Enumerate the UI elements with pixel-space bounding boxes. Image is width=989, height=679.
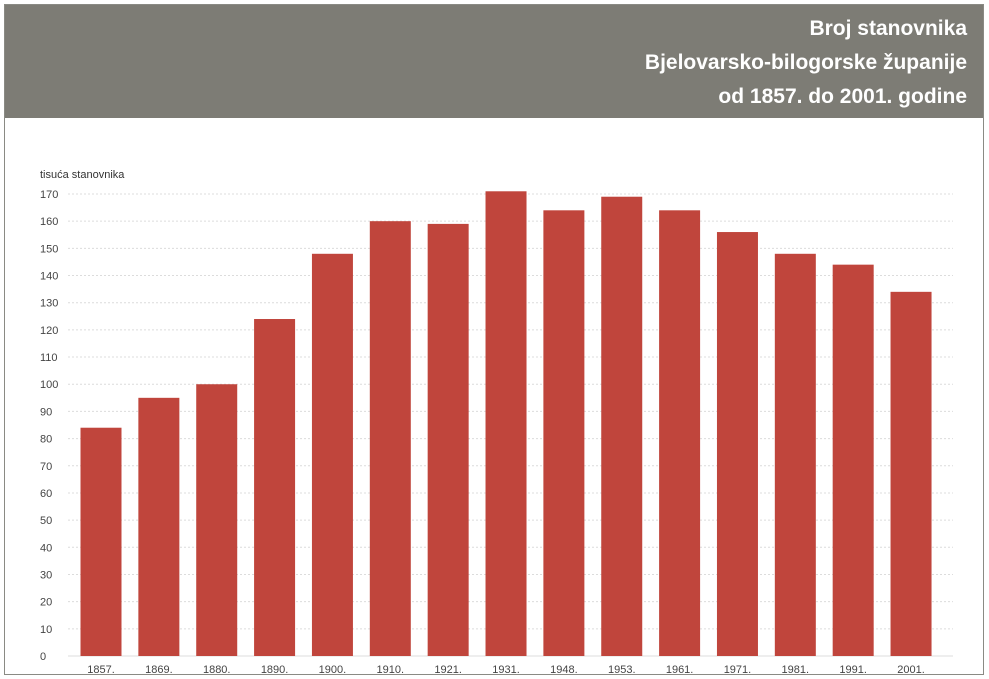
bar — [369, 221, 411, 657]
y-tick-label: 50 — [40, 515, 52, 527]
chart-title-line-3: od 1857. do 2001. godine — [718, 85, 967, 108]
y-tick-label: 150 — [40, 243, 58, 255]
y-tick-label: 30 — [40, 569, 52, 581]
x-tick-label: 1961. — [666, 664, 694, 676]
y-tick-label: 20 — [40, 597, 52, 609]
x-tick-label: 1921. — [434, 664, 462, 676]
y-tick-label: 60 — [40, 488, 52, 500]
y-tick-label: 10 — [40, 624, 52, 636]
bar — [427, 223, 469, 657]
x-tick-label: 1910. — [377, 664, 405, 676]
bar — [485, 191, 527, 656]
y-tick-label: 110 — [40, 352, 58, 364]
bar — [774, 253, 816, 656]
bar — [254, 319, 296, 656]
x-tick-label: 1880. — [203, 664, 231, 676]
x-tick-label: 1890. — [261, 664, 289, 676]
bar — [311, 253, 353, 656]
x-tick-label: 1991. — [839, 664, 867, 676]
y-tick-label: 80 — [40, 434, 52, 446]
x-tick-label: 1953. — [608, 664, 636, 676]
bar — [601, 196, 643, 656]
x-tick-label: 1931. — [492, 664, 520, 676]
bar — [138, 397, 180, 656]
bar — [543, 210, 585, 656]
y-tick-label: 140 — [40, 271, 58, 283]
y-tick-label: 90 — [40, 406, 52, 418]
bar — [832, 264, 874, 656]
x-tick-label: 1948. — [550, 664, 578, 676]
y-tick-label: 100 — [40, 379, 58, 391]
y-tick-label: 120 — [40, 325, 58, 337]
x-tick-label: 1869. — [145, 664, 173, 676]
y-tick-label: 70 — [40, 461, 52, 473]
y-tick-label: 170 — [40, 189, 58, 201]
chart-title-line-1: Broj stanovnika — [809, 17, 967, 40]
bar — [659, 210, 701, 656]
y-axis-label: tisuća stanovnika — [40, 169, 125, 181]
y-tick-label: 160 — [40, 216, 58, 228]
bar — [716, 232, 758, 656]
x-tick-label: 2001. — [897, 664, 925, 676]
bar — [890, 291, 932, 656]
bar — [196, 384, 238, 656]
x-tick-label: 1900. — [319, 664, 347, 676]
y-tick-label: 130 — [40, 298, 58, 310]
y-tick-label: 0 — [40, 651, 46, 663]
x-tick-label: 1971. — [724, 664, 752, 676]
y-tick-label: 40 — [40, 542, 52, 554]
chart-header: Broj stanovnika Bjelovarsko-bilogorske ž… — [5, 5, 983, 118]
bar — [80, 427, 122, 656]
chart-title-line-2: Bjelovarsko-bilogorske županije — [644, 51, 967, 74]
x-tick-label: 1857. — [87, 664, 115, 676]
x-tick-label: 1981. — [782, 664, 810, 676]
